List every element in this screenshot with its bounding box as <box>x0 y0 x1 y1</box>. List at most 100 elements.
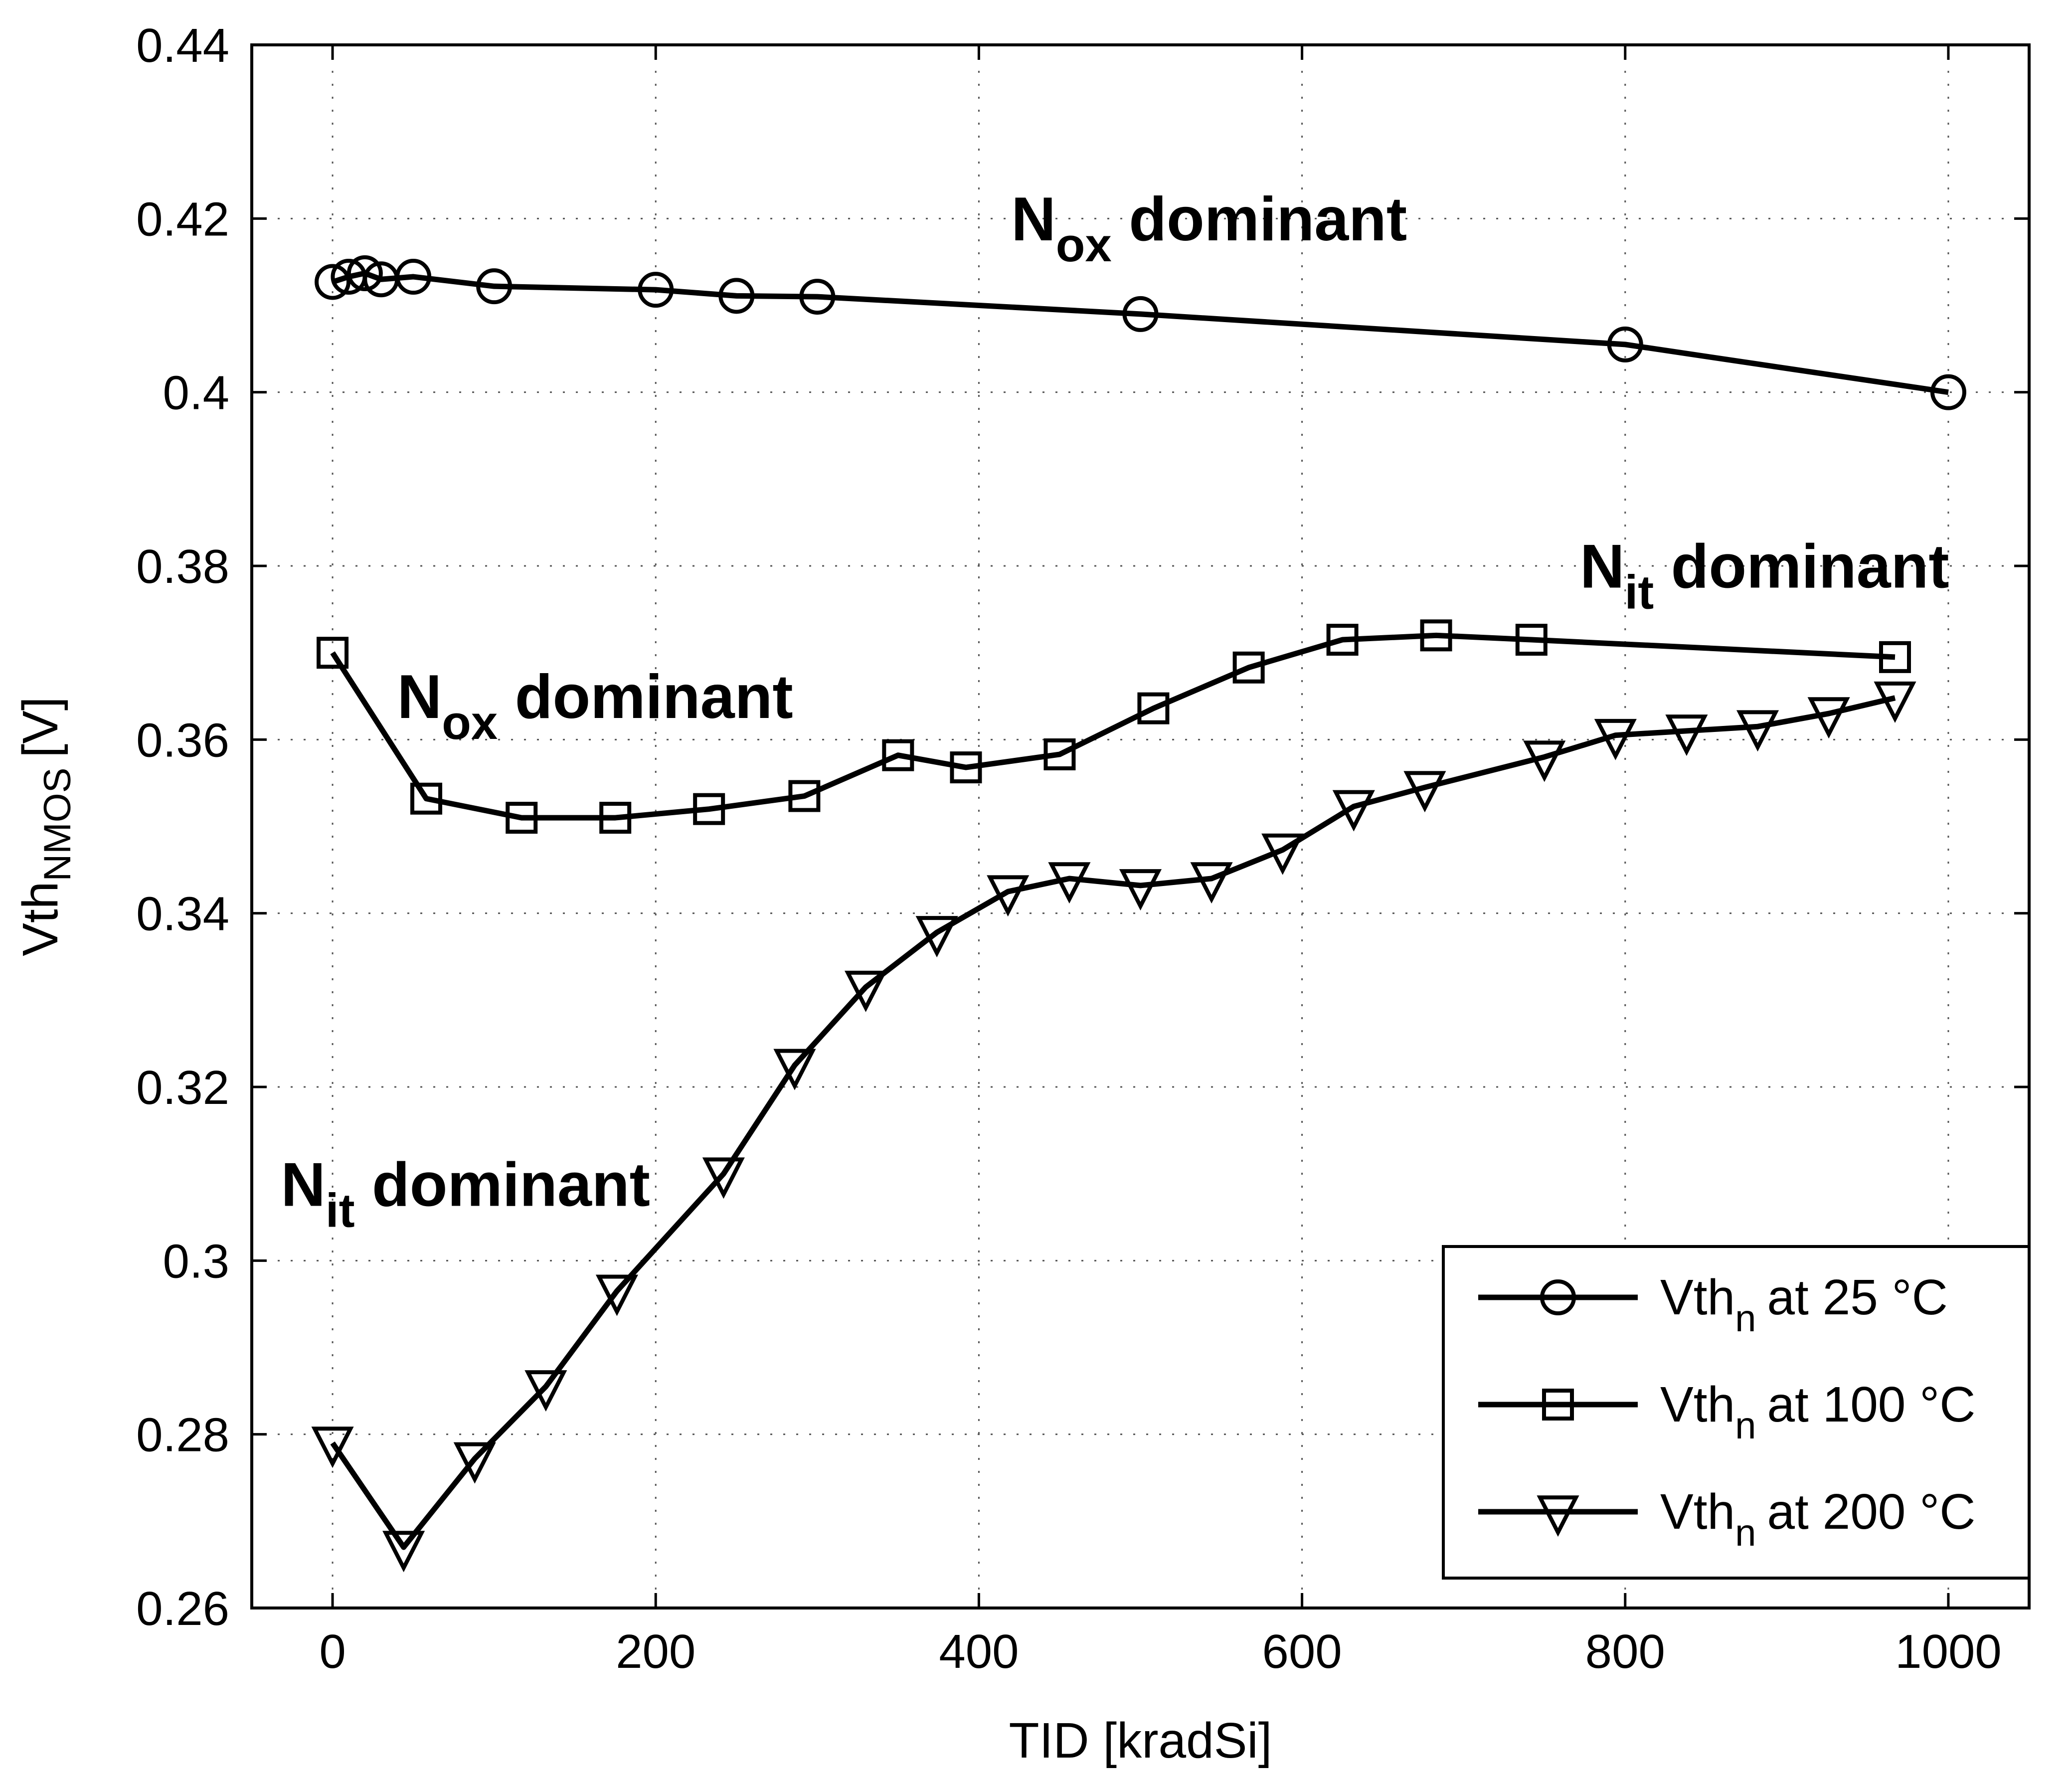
annotation-main: N <box>1580 533 1625 601</box>
annotation-sub: ox <box>1056 218 1112 272</box>
y-tick-label: 0.4 <box>163 366 229 420</box>
legend-label-rest: at 100 °C <box>1767 1377 1975 1432</box>
axis-ticks: 0 200 400 600 800 1000 0.26 0.28 0.3 0.32 0.34 0.36… <box>136 19 2029 1678</box>
data-point-triangle-down <box>1261 833 1304 875</box>
x-tick-label: 400 <box>939 1625 1019 1678</box>
data-point-triangle-down <box>453 1442 496 1484</box>
y-tick-label: 0.38 <box>136 540 229 593</box>
annotation-sub: it <box>326 1184 355 1238</box>
data-point-square <box>1515 624 1548 656</box>
legend-marker-square <box>1542 1389 1574 1421</box>
data-point-triangle-down <box>1119 869 1162 911</box>
data-point-circle <box>395 259 432 295</box>
data-point-triangle-down <box>915 916 958 958</box>
legend-label-rest: at 200 °C <box>1767 1484 1975 1540</box>
series-0 <box>315 255 1966 410</box>
data-point-square <box>1879 641 1911 673</box>
data-point-circle <box>1930 374 1966 410</box>
annotation-0: Nox dominant <box>1011 185 1407 272</box>
annotation-main: N <box>397 663 442 731</box>
legend-label-sub: n <box>1735 1405 1756 1447</box>
annotation-1: Nox dominant <box>397 663 793 749</box>
data-point-triangle-down <box>1807 697 1850 739</box>
y-tick-label: 0.26 <box>136 1582 229 1635</box>
series-line-0 <box>332 270 1949 395</box>
data-point-triangle-down <box>595 1274 638 1316</box>
data-point-triangle-down <box>1736 710 1779 752</box>
y-tick-label: 0.36 <box>136 714 229 767</box>
legend-marker-circle <box>1540 1279 1576 1315</box>
legend-label-sub: n <box>1735 1512 1756 1554</box>
annotation-rest: dominant <box>1654 533 1949 601</box>
data-point-square <box>1326 624 1359 656</box>
data-point-triangle-down <box>1048 862 1091 904</box>
data-point-triangle-down <box>524 1370 567 1412</box>
data-point-circle <box>315 264 351 300</box>
annotation-main: N <box>1011 185 1056 254</box>
data-point-circle <box>476 268 513 305</box>
data-point-circle <box>1607 326 1643 362</box>
y-tick-label: 0.3 <box>163 1235 229 1288</box>
y-axis-label-main: Vth <box>12 882 68 956</box>
y-axis-label-sub: NMOS <box>36 768 79 882</box>
plot-area-frame <box>250 43 2031 1609</box>
legend-label-main: Vth <box>1660 1269 1735 1325</box>
legend-label-main: Vth <box>1660 1484 1735 1540</box>
data-point-circle <box>1122 296 1159 332</box>
series-line-2 <box>330 695 1896 1550</box>
x-axis-label: TID [kradSi] <box>1009 1713 1272 1769</box>
data-point-triangle-down <box>987 875 1030 917</box>
data-point-triangle-down <box>1403 771 1446 813</box>
y-tick-label: 0.44 <box>136 19 229 72</box>
x-tick-label: 600 <box>1262 1625 1342 1678</box>
x-tick-label: 0 <box>319 1625 345 1678</box>
annotation-rest: dominant <box>355 1151 650 1220</box>
y-tick-label: 0.42 <box>136 192 229 246</box>
data-point-circle <box>799 279 836 315</box>
series-line-1 <box>330 632 1896 821</box>
y-axis-label-unit: [V] <box>12 697 68 757</box>
legend-label-rest: at 25 °C <box>1767 1269 1947 1325</box>
data-point-triangle-down <box>702 1157 745 1199</box>
legend-label-2: Vthn at 200 °C <box>1660 1484 1975 1554</box>
x-tick-label: 1000 <box>1895 1625 2002 1678</box>
data-point-triangle-down <box>311 1427 354 1468</box>
data-point-square <box>788 780 821 812</box>
data-point-triangle-down <box>1190 862 1233 904</box>
data-point-triangle-down <box>1665 714 1708 756</box>
data-point-triangle-down <box>1594 718 1637 760</box>
annotation-main: N <box>281 1151 326 1220</box>
series-1 <box>317 619 1911 834</box>
data-point-square <box>317 637 349 669</box>
y-tick-label: 0.28 <box>136 1409 229 1462</box>
x-tick-label: 800 <box>1585 1625 1665 1678</box>
annotation-rest: dominant <box>498 663 793 731</box>
annotation-2: Nit dominant <box>281 1151 650 1238</box>
y-axis-label: VthNMOS [V] <box>12 697 79 956</box>
data-point-triangle-down <box>382 1531 425 1573</box>
y-tick-label: 0.34 <box>136 888 229 941</box>
data-point-triangle-down <box>773 1049 816 1090</box>
series-group <box>311 255 1966 1573</box>
data-point-square <box>950 751 982 784</box>
y-tick-label: 0.32 <box>136 1061 229 1114</box>
data-point-circle <box>718 278 755 314</box>
data-point-square <box>1420 619 1452 652</box>
annotation-sub: it <box>1625 566 1654 619</box>
data-point-square <box>1137 692 1170 724</box>
data-point-square <box>1232 651 1265 684</box>
annotation-rest: dominant <box>1112 185 1407 254</box>
data-point-triangle-down <box>1874 681 1916 723</box>
annotation-sub: ox <box>442 696 498 749</box>
data-point-square <box>1043 738 1076 770</box>
data-point-square <box>410 782 443 815</box>
data-point-square <box>506 802 538 834</box>
data-point-circle <box>638 272 674 308</box>
data-point-circle <box>346 255 383 292</box>
data-point-triangle-down <box>1332 790 1375 832</box>
legend-label-0: Vthn at 25 °C <box>1660 1269 1948 1340</box>
data-point-square <box>693 793 725 825</box>
data-point-triangle-down <box>1523 740 1566 782</box>
